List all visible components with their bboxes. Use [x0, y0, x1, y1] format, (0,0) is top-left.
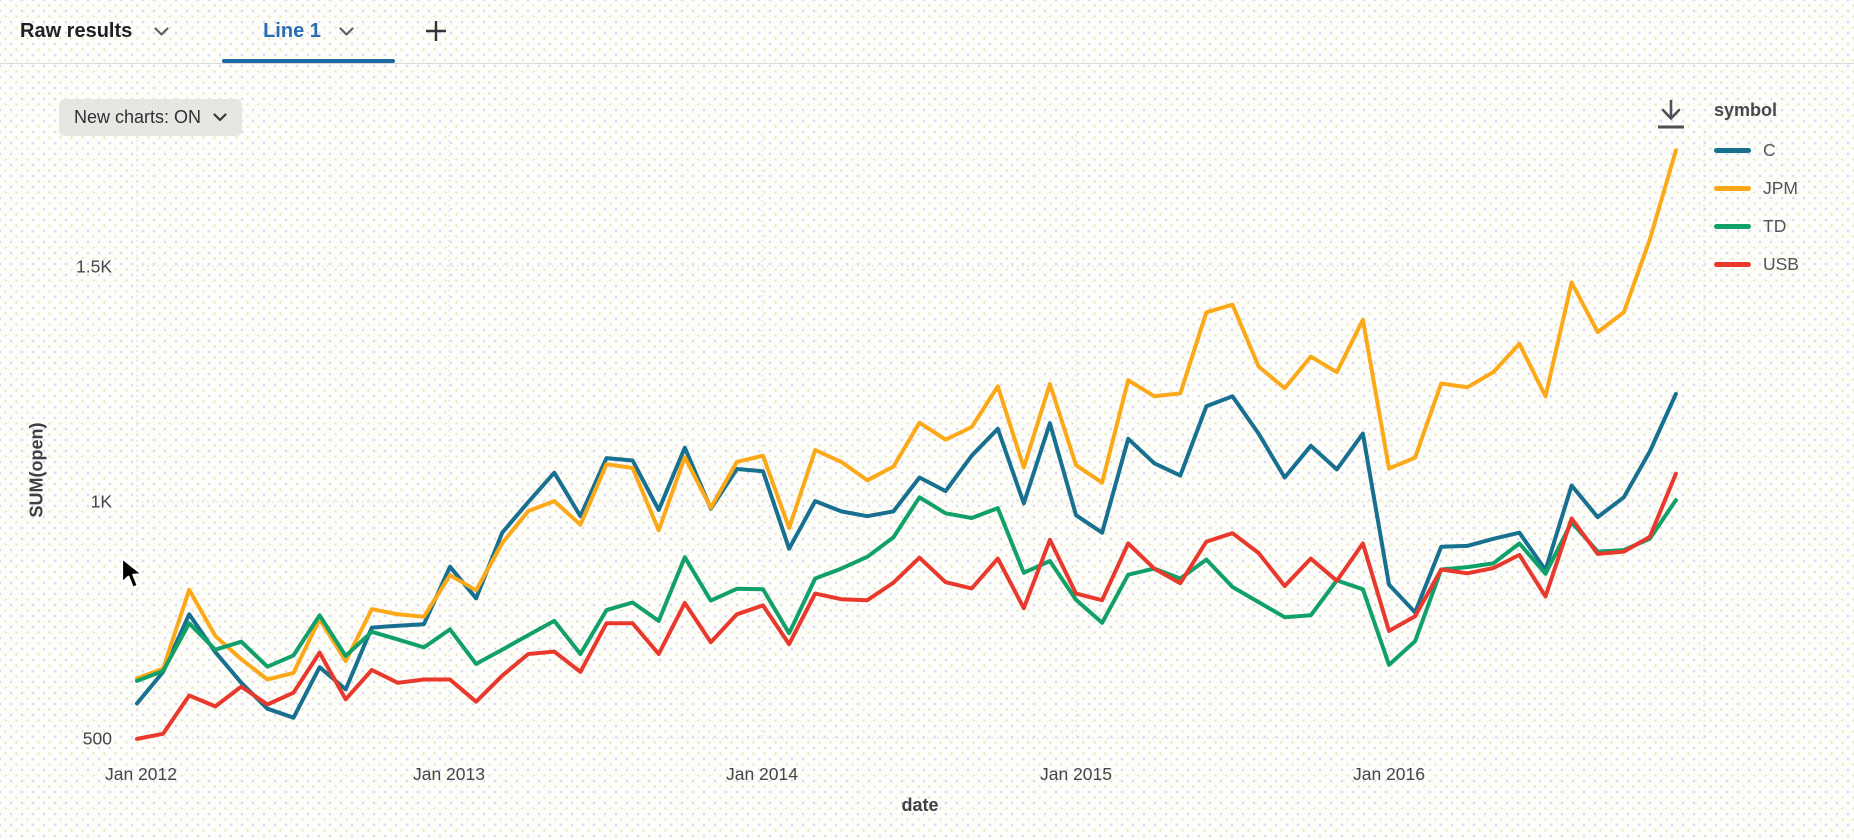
x-axis-title: date: [901, 795, 939, 815]
add-tab-button[interactable]: [421, 16, 451, 46]
x-tick-jan-2016: Jan 2016: [1352, 764, 1425, 784]
legend-item-jpm[interactable]: JPM: [1714, 176, 1799, 200]
legend-label-jpm: JPM: [1763, 177, 1798, 198]
plus-icon: [423, 18, 449, 44]
legend-item-usb[interactable]: USB: [1714, 252, 1799, 276]
tab-bar: Raw results Line 1: [0, 0, 1854, 64]
tab-raw-results[interactable]: Raw results: [20, 0, 169, 63]
x-tick-jan-2012: Jan 2012: [104, 764, 177, 784]
new-charts-toggle-label: New charts: ON: [74, 107, 202, 127]
active-tab-underline: [222, 59, 395, 63]
tab-line-1-label: Line 1: [263, 20, 321, 42]
legend-item-td[interactable]: TD: [1714, 214, 1799, 238]
legend-label-c: C: [1763, 139, 1776, 160]
chevron-down-icon: [213, 113, 227, 122]
download-icon: [1650, 97, 1692, 133]
legend-swatch-usb: [1714, 261, 1751, 267]
series-line-JPM[interactable]: [135, 148, 1678, 682]
legend-label-usb: USB: [1763, 253, 1799, 274]
legend-title: symbol: [1714, 100, 1778, 120]
legend-item-c[interactable]: C: [1714, 138, 1799, 162]
tab-line-1[interactable]: Line 1: [222, 0, 395, 63]
legend-label-td: TD: [1763, 215, 1787, 236]
x-tick-jan-2014: Jan 2014: [725, 764, 798, 784]
y-axis-title: SUM(open): [26, 422, 47, 518]
tab-raw-results-label: Raw results: [20, 20, 133, 42]
y-tick-1000: 1K: [90, 491, 112, 512]
y-tick-500: 500: [82, 728, 112, 749]
chevron-down-icon: [339, 26, 354, 37]
legend: symbol C JPM TD USB: [1714, 100, 1799, 290]
legend-swatch-c: [1714, 147, 1751, 153]
new-charts-toggle[interactable]: New charts: ON: [59, 99, 243, 136]
series-line-C[interactable]: [135, 391, 1678, 720]
download-chart-button[interactable]: [1650, 97, 1692, 133]
series-line-TD[interactable]: [135, 495, 1678, 683]
legend-swatch-td: [1714, 223, 1751, 229]
chevron-down-icon: [154, 26, 169, 37]
y-tick-1500: 1.5K: [76, 256, 112, 277]
x-tick-jan-2015: Jan 2015: [1039, 764, 1112, 784]
series-line-USB[interactable]: [135, 471, 1678, 741]
legend-swatch-jpm: [1714, 185, 1751, 191]
x-tick-jan-2013: Jan 2013: [412, 764, 485, 784]
